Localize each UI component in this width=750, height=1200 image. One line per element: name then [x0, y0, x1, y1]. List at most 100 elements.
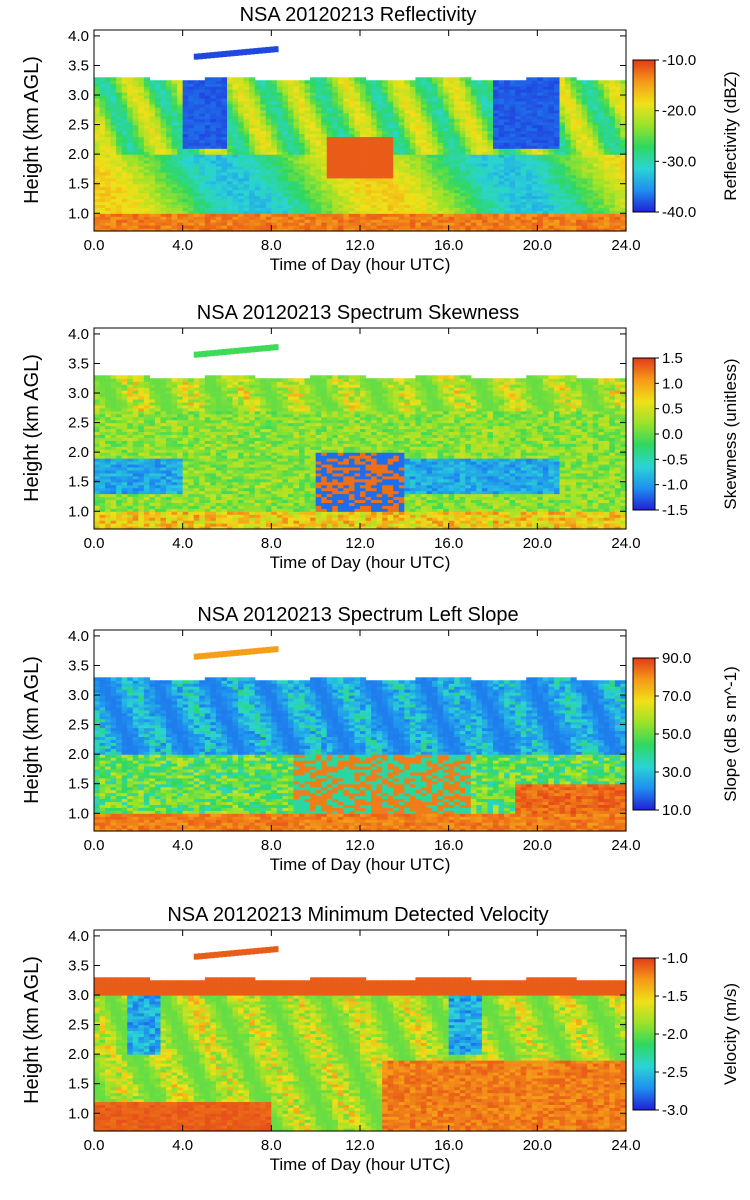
- heatmap-cell: [305, 80, 311, 84]
- heatmap-cell: [582, 80, 588, 84]
- heatmap-cell: [282, 80, 288, 84]
- heatmap-cell: [393, 80, 399, 84]
- heatmap-cell: [404, 80, 410, 84]
- heatmap-cell: [427, 77, 433, 81]
- heatmap-cell: [460, 77, 466, 81]
- heatmap-cell: [238, 77, 244, 81]
- heatmap-cell: [166, 80, 172, 84]
- heatmap-cell: [576, 80, 582, 84]
- heatmap-cell: [443, 77, 449, 81]
- heatmap-cell: [615, 80, 621, 84]
- heatmap-cell: [354, 77, 360, 81]
- heatmap-cell: [133, 77, 139, 81]
- heatmap-cell: [260, 80, 266, 84]
- heatmap-cell: [332, 77, 338, 81]
- heatmap-cell: [127, 77, 133, 81]
- heatmap-cell: [205, 77, 211, 81]
- heatmap-cell: [487, 80, 493, 84]
- heatmap-plot: 0.0 4.0 8.0 12.0 16.0 20.0 24.01.01.52.02.53.0…: [68, 28, 640, 254]
- heatmap-cell: [609, 80, 615, 84]
- heatmap-cell: [604, 80, 610, 84]
- panel-reflectivity: NSA 20120213 Reflectivity 0.0 4.0 8.0 12.0 1…: [21, 4, 740, 274]
- heatmap-cell: [526, 77, 532, 81]
- x-tick-label: 24.0: [611, 237, 640, 254]
- y-tick-label: 1.0: [68, 205, 89, 222]
- heatmap-cell: [144, 77, 150, 81]
- heatmap-cell: [105, 77, 111, 81]
- heatmap-cell: [111, 77, 117, 81]
- heatmap-cell: [221, 77, 227, 81]
- x-tick-label: 8.0: [261, 237, 282, 254]
- heatmap-cell: [310, 77, 316, 81]
- heatmap-cell: [277, 80, 283, 84]
- x-tick-label: 0.0: [84, 237, 105, 254]
- heatmap-cell: [571, 77, 577, 81]
- heatmap-cell: [366, 80, 372, 84]
- heatmap-cell: [327, 77, 333, 81]
- heatmap-cell: [399, 80, 405, 84]
- heatmap-cell: [499, 80, 505, 84]
- heatmap-cell: [155, 80, 161, 84]
- heatmap-cell: [388, 80, 394, 84]
- heatmap-cell: [482, 80, 488, 84]
- heatmap-cell: [299, 80, 305, 84]
- cloud-fragment: [274, 46, 279, 52]
- heatmap-cell: [548, 77, 554, 81]
- panel-title: NSA 20120213 Reflectivity: [240, 4, 477, 26]
- heatmap-cell: [194, 80, 200, 84]
- radar-figure: NSA 20120213 Reflectivity 0.0 4.0 8.0 12.0 1…: [0, 0, 750, 1200]
- x-tick-label: 12.0: [345, 237, 374, 254]
- heatmap-cell: [515, 80, 521, 84]
- heatmap-cell: [598, 80, 604, 84]
- heatmap-cell: [316, 77, 322, 81]
- heatmap-cell: [210, 77, 216, 81]
- heatmap-cell: [249, 77, 255, 81]
- heatmap-cell: [177, 80, 183, 84]
- heatmap-cell: [360, 77, 366, 81]
- heatmap-cell: [449, 77, 455, 81]
- heatmap-cell: [233, 77, 239, 81]
- heatmap-cell: [288, 80, 294, 84]
- heatmap-cell: [560, 77, 566, 81]
- heatmap-cell: [537, 77, 543, 81]
- heatmap-cell: [521, 80, 527, 84]
- heatmap-cell: [382, 80, 388, 84]
- x-tick-label: 4.0: [172, 237, 193, 254]
- heatmap-cell: [465, 77, 471, 81]
- heatmap-cell: [371, 80, 377, 84]
- heatmap-cell: [227, 77, 233, 81]
- heatmap-cell: [554, 77, 560, 81]
- heatmap-cell: [294, 80, 300, 84]
- heatmap-cell: [349, 77, 355, 81]
- heatmap-cell: [122, 77, 128, 81]
- heatmap-cell: [100, 77, 106, 81]
- heatmap-cell: [454, 77, 460, 81]
- heatmap-cell: [504, 80, 510, 84]
- heatmap-cell: [183, 80, 189, 84]
- heatmap-cell: [493, 80, 499, 84]
- x-tick-label: 20.0: [523, 237, 552, 254]
- heatmap-cell: [343, 77, 349, 81]
- heatmap-cell: [543, 77, 549, 81]
- heatmap-cell: [438, 77, 444, 81]
- heatmap-cell: [271, 80, 277, 84]
- heatmap-cell: [377, 80, 383, 84]
- heatmap-cell: [266, 80, 272, 84]
- x-tick-label: 16.0: [434, 237, 463, 254]
- heatmap-cell: [255, 80, 261, 84]
- heatmap-cell: [415, 77, 421, 81]
- heatmap-cell: [510, 80, 516, 84]
- upper-cloud-streak: [194, 46, 279, 59]
- heatmap-cell: [587, 80, 593, 84]
- heatmap-cell: [172, 80, 178, 84]
- heatmap-cell: [138, 77, 144, 81]
- heatmap-cell: [116, 77, 122, 81]
- heatmap-cell: [593, 80, 599, 84]
- heatmap-cells: [94, 77, 627, 231]
- heatmap-cell: [565, 77, 571, 81]
- heatmap-cell: [471, 80, 477, 84]
- heatmap-cell: [149, 80, 155, 84]
- heatmap-cell: [321, 77, 327, 81]
- heatmap-cell: [476, 80, 482, 84]
- heatmap-cell: [421, 77, 427, 81]
